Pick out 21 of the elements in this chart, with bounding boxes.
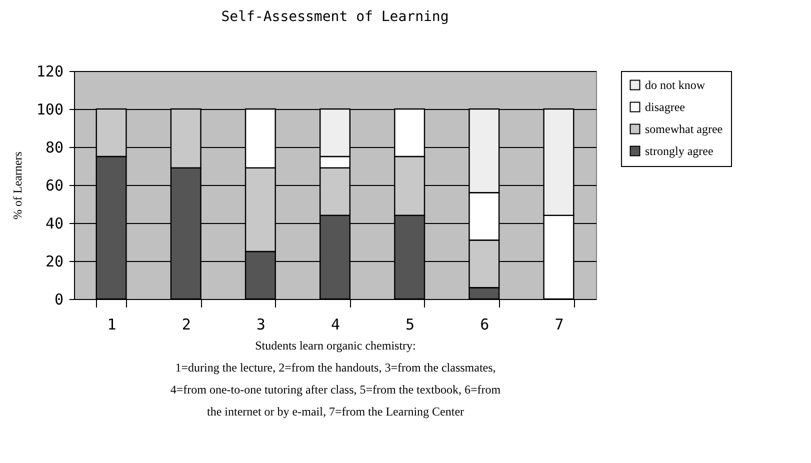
x-tick-label: 5 (406, 316, 415, 334)
chart-title: Self-Assessment of Learning (221, 9, 449, 25)
y-tick-label: 120 (36, 62, 64, 80)
x-tick-label: 1 (107, 316, 116, 334)
x-tick-label: 4 (330, 316, 340, 334)
y-tick-label: 80 (45, 138, 64, 156)
y-tick-label: 0 (54, 290, 64, 308)
legend-label: somewhat agree (645, 122, 723, 136)
x-tick-label: 7 (554, 316, 564, 334)
y-tick-label: 20 (45, 252, 64, 270)
legend-label: strongly agree (645, 144, 714, 158)
y-tick-label: 100 (36, 100, 64, 118)
x-axis-title: Students learn organic chemistry: 1=during the lecture, 2=from the handouts, 3=from the classmates, 4=from one-to-one tutoring after class, 5=from the textbook, 6=from the internet or by e-mail, 7=from the Learning Center (170, 338, 502, 418)
y-tick-label: 60 (45, 176, 64, 194)
x-tick-label: 3 (256, 316, 266, 334)
x-tick-label: 2 (182, 316, 191, 334)
legend-label: disagree (645, 100, 685, 114)
y-tick-label: 40 (45, 214, 64, 232)
x-tick-label: 6 (480, 316, 490, 334)
legend-label: do not know (645, 78, 706, 92)
y-axis-title: % of Learners (10, 151, 24, 220)
